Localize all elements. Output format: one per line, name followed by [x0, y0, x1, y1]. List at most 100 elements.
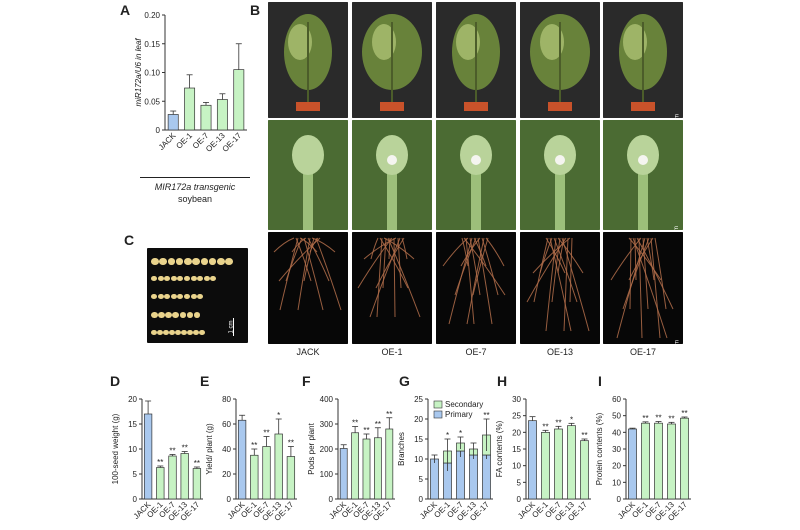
y-tick-label: 200	[320, 445, 334, 454]
bar	[262, 446, 271, 500]
y-tick-label: 5	[133, 470, 138, 479]
bar	[528, 420, 537, 500]
pods-illustration	[352, 120, 432, 230]
seed	[197, 276, 204, 282]
seed	[193, 330, 199, 335]
root-strand	[638, 237, 643, 339]
bar	[541, 431, 550, 500]
seed	[190, 294, 197, 300]
y-tick-label: 60	[612, 395, 621, 404]
photo-pods-2	[436, 120, 516, 230]
root-strand	[472, 237, 489, 296]
significance-mark: **	[642, 414, 648, 423]
root-strand	[532, 237, 571, 274]
legend-swatch	[433, 400, 443, 409]
bar	[167, 114, 179, 131]
root-strand	[569, 237, 573, 303]
y-tick-label: 20	[612, 462, 621, 471]
y-axis-label: Yield/ plant (g)	[205, 423, 214, 475]
significance-mark: **	[251, 441, 257, 450]
photo-roots-3	[520, 232, 600, 344]
root-strand	[273, 237, 295, 253]
legend-label: Secondary	[445, 400, 483, 409]
bar	[374, 437, 382, 500]
significance-mark: **	[375, 420, 381, 429]
root-strand	[460, 237, 481, 267]
root-strand	[465, 237, 475, 325]
pod-stem	[471, 150, 481, 230]
seed	[208, 258, 217, 265]
y-tick-label: 0.05	[144, 97, 160, 106]
flower-pot	[631, 102, 655, 111]
root-strand	[387, 237, 421, 318]
pod-stem	[387, 150, 397, 230]
pod-flower	[387, 155, 397, 165]
seed	[175, 330, 181, 335]
y-tick-label: 0.20	[144, 11, 160, 20]
plant-highlight	[540, 24, 564, 60]
seed	[164, 294, 171, 300]
photo-pods-0	[268, 120, 348, 230]
root-strand	[466, 237, 485, 325]
significance-mark: *	[446, 431, 449, 440]
y-tick-label: 20	[512, 428, 521, 437]
root-strand	[549, 237, 572, 332]
bar	[641, 422, 650, 500]
seed	[181, 330, 187, 335]
significance-mark: **	[542, 422, 548, 431]
panel-label-f: F	[302, 373, 311, 389]
scale-bar-pods: 1 cm	[674, 226, 680, 230]
plants-illustration	[520, 2, 600, 118]
y-axis-label: Branches	[398, 432, 406, 466]
root-strand	[477, 237, 493, 325]
root-strand	[303, 237, 315, 282]
photo-plants-3	[520, 2, 600, 118]
root-strand	[636, 237, 674, 310]
root-strand	[553, 237, 578, 303]
root-strand	[454, 237, 477, 296]
photo-roots-0	[268, 232, 348, 344]
chart-g-branches: 0510152025BranchesJACK*OE-1*OE-7OE-13**O…	[398, 395, 493, 523]
bar	[184, 87, 196, 131]
significance-mark: **	[386, 410, 392, 419]
root-strand	[442, 237, 469, 267]
seed-scale-label: 1 cm	[228, 320, 235, 334]
bar	[168, 455, 177, 500]
photo-line-label-3: OE-13	[546, 347, 573, 357]
seed	[165, 312, 172, 318]
bar	[667, 423, 676, 500]
y-tick-label: 20	[414, 415, 423, 424]
significance-mark: **	[182, 444, 188, 453]
root-strand	[369, 237, 401, 318]
significance-mark: **	[363, 426, 369, 435]
pod-stem	[638, 150, 648, 230]
bar	[216, 99, 228, 131]
root-strand	[634, 237, 637, 281]
seed	[172, 312, 179, 318]
roots-illustration	[352, 232, 432, 344]
seed	[159, 258, 167, 265]
bar	[143, 413, 153, 500]
bar-primary	[482, 454, 491, 500]
photo-pods-1	[352, 120, 432, 230]
seed	[158, 312, 165, 318]
root-strand	[363, 237, 397, 260]
seed	[186, 312, 194, 318]
panel-label-c: C	[124, 232, 135, 248]
y-tick-label: 300	[320, 420, 334, 429]
bar-primary	[469, 454, 478, 500]
significance-mark: **	[668, 414, 674, 423]
y-tick-label: 0	[133, 495, 138, 504]
significance-mark: **	[157, 458, 163, 467]
y-tick-label: 10	[612, 478, 621, 487]
seed	[170, 276, 177, 282]
root-strand	[382, 237, 387, 289]
root-strand	[610, 237, 642, 281]
plants-illustration	[268, 2, 348, 118]
root-strand	[650, 237, 661, 339]
significance-mark: **	[263, 429, 269, 438]
pods-illustration	[436, 120, 516, 230]
root-strand	[629, 237, 632, 310]
